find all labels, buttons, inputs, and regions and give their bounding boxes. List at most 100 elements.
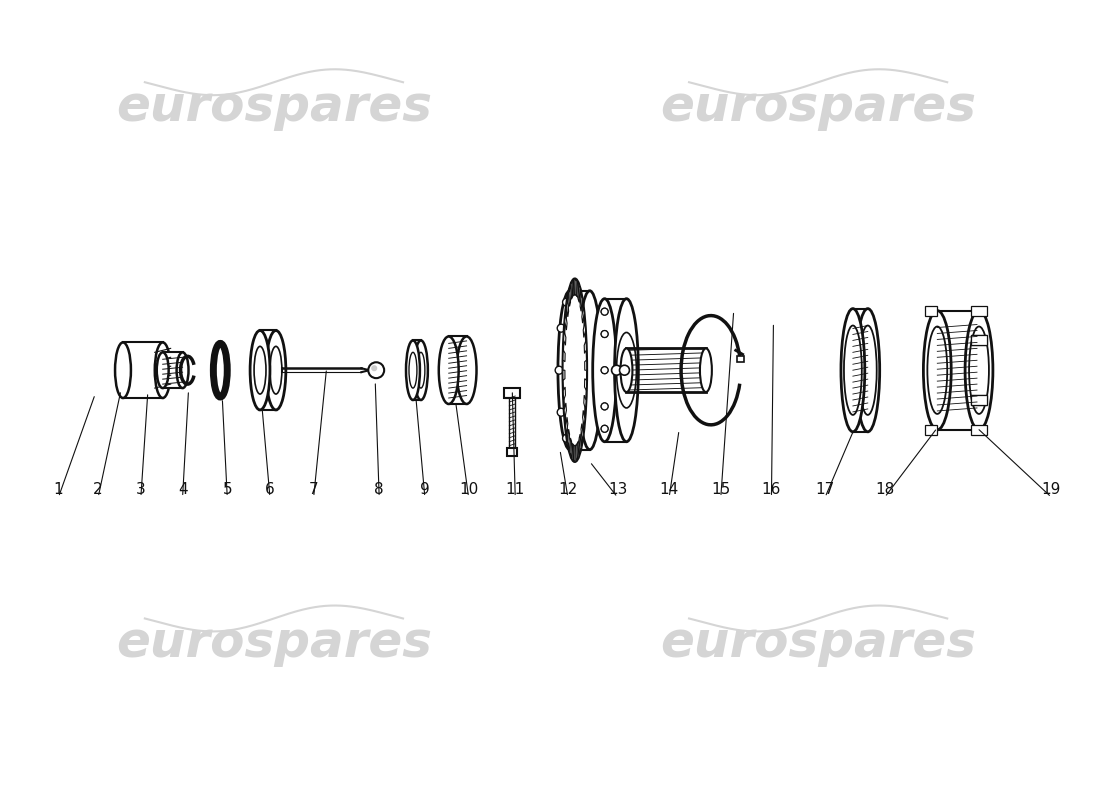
Circle shape <box>562 298 571 306</box>
Circle shape <box>556 366 563 374</box>
Polygon shape <box>580 293 582 311</box>
Polygon shape <box>564 314 568 330</box>
Ellipse shape <box>923 310 952 430</box>
Polygon shape <box>566 298 569 317</box>
Circle shape <box>601 426 608 432</box>
Polygon shape <box>971 335 987 346</box>
Text: 11: 11 <box>506 482 525 497</box>
Circle shape <box>574 324 583 332</box>
Circle shape <box>601 330 608 338</box>
Text: 7: 7 <box>309 482 319 497</box>
Polygon shape <box>737 356 744 362</box>
Text: 14: 14 <box>660 482 679 497</box>
Ellipse shape <box>969 326 989 414</box>
Ellipse shape <box>155 342 170 398</box>
Circle shape <box>574 408 583 416</box>
Polygon shape <box>971 425 987 434</box>
Circle shape <box>601 403 608 410</box>
Polygon shape <box>937 310 979 430</box>
Ellipse shape <box>116 342 131 398</box>
Text: 8: 8 <box>374 482 384 497</box>
Polygon shape <box>563 330 565 346</box>
Polygon shape <box>412 341 421 400</box>
Text: 2: 2 <box>94 482 103 497</box>
Polygon shape <box>584 340 586 354</box>
Ellipse shape <box>417 352 425 388</box>
Ellipse shape <box>593 298 616 442</box>
Text: 13: 13 <box>608 482 627 497</box>
Polygon shape <box>570 438 572 457</box>
Circle shape <box>562 434 571 442</box>
Ellipse shape <box>250 330 270 410</box>
Circle shape <box>558 408 565 416</box>
Polygon shape <box>581 423 583 442</box>
Polygon shape <box>572 444 574 461</box>
Text: 15: 15 <box>712 482 730 497</box>
Text: eurospares: eurospares <box>116 83 432 131</box>
Ellipse shape <box>615 298 638 442</box>
Text: 10: 10 <box>459 482 478 497</box>
Polygon shape <box>260 330 276 410</box>
Ellipse shape <box>578 290 602 450</box>
Polygon shape <box>573 279 575 295</box>
Circle shape <box>601 403 608 410</box>
Circle shape <box>601 426 608 432</box>
Polygon shape <box>449 337 466 404</box>
Ellipse shape <box>177 352 188 388</box>
Circle shape <box>601 330 608 338</box>
Polygon shape <box>569 288 571 306</box>
Text: 4: 4 <box>178 482 187 497</box>
Ellipse shape <box>859 326 877 415</box>
Text: 12: 12 <box>558 482 578 497</box>
Circle shape <box>569 434 578 442</box>
Polygon shape <box>565 418 568 435</box>
Text: 19: 19 <box>1042 482 1062 497</box>
Polygon shape <box>971 335 987 346</box>
Polygon shape <box>571 281 573 299</box>
Polygon shape <box>163 352 183 388</box>
Ellipse shape <box>844 326 861 415</box>
Circle shape <box>601 366 608 374</box>
Text: 16: 16 <box>762 482 781 497</box>
Circle shape <box>372 366 376 370</box>
Ellipse shape <box>157 352 168 388</box>
Polygon shape <box>584 378 586 390</box>
Ellipse shape <box>856 309 880 432</box>
Circle shape <box>569 298 578 306</box>
Ellipse shape <box>558 290 582 450</box>
Circle shape <box>612 366 621 375</box>
Polygon shape <box>579 434 581 453</box>
Polygon shape <box>971 395 987 405</box>
Ellipse shape <box>965 310 993 430</box>
Polygon shape <box>925 306 937 315</box>
Text: 1: 1 <box>54 482 64 497</box>
Polygon shape <box>583 322 585 338</box>
Circle shape <box>601 308 608 315</box>
Circle shape <box>558 324 565 332</box>
Text: 6: 6 <box>265 482 275 497</box>
Polygon shape <box>971 306 987 315</box>
Ellipse shape <box>409 352 417 388</box>
Polygon shape <box>579 284 580 302</box>
Text: 17: 17 <box>815 482 835 497</box>
Polygon shape <box>583 410 585 427</box>
Text: 5: 5 <box>222 482 232 497</box>
Polygon shape <box>564 403 567 419</box>
Polygon shape <box>605 298 627 442</box>
Ellipse shape <box>700 348 712 392</box>
Polygon shape <box>563 387 565 400</box>
Circle shape <box>601 366 608 374</box>
Polygon shape <box>563 370 565 381</box>
Polygon shape <box>570 290 590 450</box>
Ellipse shape <box>254 346 266 394</box>
Polygon shape <box>563 350 565 362</box>
Circle shape <box>601 308 608 315</box>
Circle shape <box>368 362 384 378</box>
Polygon shape <box>971 395 987 405</box>
Polygon shape <box>504 388 520 398</box>
Text: 18: 18 <box>874 482 894 497</box>
Ellipse shape <box>414 341 428 400</box>
Polygon shape <box>925 425 937 434</box>
Text: 3: 3 <box>136 482 145 497</box>
Ellipse shape <box>620 348 632 392</box>
